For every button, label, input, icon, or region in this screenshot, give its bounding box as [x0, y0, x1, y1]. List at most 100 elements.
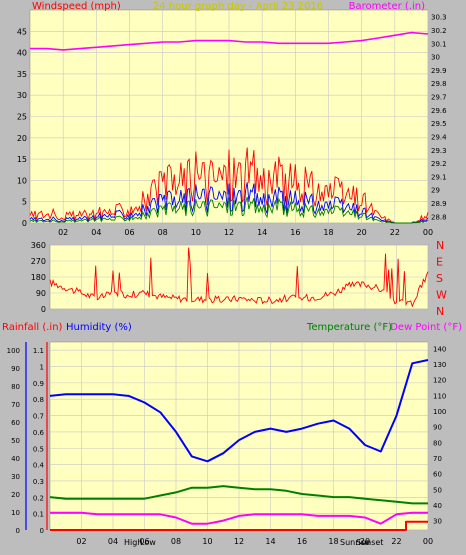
rainfall-tick-label: 1 — [40, 364, 44, 372]
rainfall-tick-label: 0.6 — [33, 429, 45, 437]
humidity-tick-label: 60 — [11, 419, 20, 427]
high-annotation: High — [124, 538, 142, 547]
windspeed-tick-label: 20 — [17, 134, 27, 143]
rainfall-tick-label: 0.7 — [33, 413, 44, 421]
x-tick-label: 04 — [108, 537, 118, 546]
direction-degree-label: 0 — [41, 305, 46, 314]
x-tick-label: 14 — [257, 228, 267, 237]
x-tick-label: 10 — [191, 228, 201, 237]
windspeed-tick-label: 45 — [17, 27, 27, 36]
humidity-axis-label: Humidity (%) — [66, 322, 132, 333]
wind-series-line — [29, 147, 429, 224]
humidity-line — [49, 359, 429, 463]
rainfall-tick-label: 0.3 — [33, 478, 44, 486]
humidity-tick-label: 70 — [11, 401, 20, 409]
wind-direction-line — [49, 247, 429, 308]
x-tick-label: 12 — [234, 537, 244, 546]
windspeed-axis-label: Windspeed (mph) — [32, 1, 121, 12]
sunrise-annotation: Sunrise — [340, 538, 370, 547]
wind-series-line — [29, 196, 429, 224]
temperature-tick-label: 70 — [433, 455, 442, 463]
windspeed-tick-label: 15 — [17, 155, 27, 164]
windspeed-tick-label: 0 — [22, 219, 27, 228]
windspeed-tick-label: 5 — [22, 198, 27, 207]
barometer-tick-label: 30.2 — [431, 27, 447, 35]
barometer-tick-label: 29 — [431, 187, 440, 195]
barometer-tick-label: 29.7 — [431, 94, 447, 102]
x-tick-label: 14 — [265, 537, 275, 546]
windspeed-tick-label: 40 — [17, 49, 27, 58]
rainfall-tick-label: 0.1 — [33, 511, 44, 519]
temperature-tick-label: 30 — [433, 518, 442, 526]
windspeed-tick-label: 30 — [17, 91, 27, 100]
barometer-tick-label: 29.2 — [431, 160, 447, 168]
temperature-tick-label: 90 — [433, 424, 442, 432]
rainfall-tick-label: 1.1 — [33, 347, 44, 355]
temperature-tick-label: 120 — [433, 377, 446, 385]
x-tick-label: 18 — [328, 537, 338, 546]
barometer-line — [30, 31, 429, 51]
graph-title: 24 hour graph day - April 23 2016 — [153, 1, 323, 12]
x-tick-label: 08 — [171, 537, 181, 546]
dewpoint-axis-label: Dew Point (°F) — [390, 322, 462, 333]
rainfall-tick-label: 0 — [40, 527, 44, 535]
humidity-tick-label: 10 — [11, 509, 20, 517]
x-tick-label: 22 — [391, 537, 401, 546]
temperature-tick-label: 110 — [433, 392, 446, 400]
x-tick-label: 08 — [158, 228, 168, 237]
windspeed-tick-label: 35 — [17, 70, 27, 79]
x-tick-label: 06 — [124, 228, 134, 237]
barometer-tick-label: 28.8 — [431, 213, 447, 221]
x-tick-label: 12 — [224, 228, 234, 237]
x-tick-label: 06 — [139, 537, 149, 546]
humidity-tick-label: 100 — [7, 347, 20, 355]
x-tick-label: 00 — [423, 228, 433, 237]
humidity-tick-label: 80 — [11, 383, 20, 391]
rainfall-tick-label: 0.9 — [33, 380, 44, 388]
compass-label: N — [436, 305, 444, 318]
humidity-tick-label: 20 — [11, 491, 20, 499]
x-tick-label: 02 — [76, 537, 86, 546]
temperature-axis-label: Temperature (°F) — [306, 322, 392, 333]
barometer-tick-label: 29.5 — [431, 120, 447, 128]
compass-label: S — [436, 272, 443, 285]
temperature-tick-label: 100 — [433, 408, 446, 416]
humidity-tick-label: 40 — [11, 455, 20, 463]
humidity-tick-label: 50 — [11, 437, 20, 445]
wind-series-line — [29, 182, 429, 224]
x-tick-label: 16 — [290, 228, 300, 237]
temperature-tick-label: 80 — [433, 439, 442, 447]
low-annotation: Low — [140, 538, 156, 547]
humidity-tick-label: 0 — [16, 527, 20, 535]
direction-degree-label: 360 — [31, 241, 46, 250]
x-tick-label: 10 — [202, 537, 212, 546]
compass-label: N — [436, 239, 444, 252]
x-tick-label: 20 — [360, 537, 370, 546]
barometer-tick-label: 29.4 — [431, 133, 447, 141]
sunset-annotation: Sunset — [356, 538, 383, 547]
barometer-tick-label: 29.9 — [431, 67, 447, 75]
x-tick-label: 02 — [58, 228, 68, 237]
compass-label: E — [436, 256, 443, 269]
barometer-tick-label: 28.9 — [431, 200, 447, 208]
direction-degree-label: 90 — [36, 289, 46, 298]
x-tick-label: 04 — [91, 228, 101, 237]
dew-point-line — [50, 511, 428, 525]
barometer-tick-label: 29.6 — [431, 107, 447, 115]
humidity-tick-label: 30 — [11, 473, 20, 481]
temperature-line — [49, 485, 428, 505]
humidity-tick-label: 90 — [11, 365, 20, 373]
barometer-tick-label: 29.8 — [431, 80, 447, 88]
barometer-axis-label: Barometer (.in) — [349, 1, 425, 12]
rainfall-tick-label: 0.4 — [33, 462, 45, 470]
direction-degree-label: 270 — [31, 257, 46, 266]
x-tick-label: 16 — [297, 537, 307, 546]
temperature-tick-label: 50 — [433, 486, 442, 494]
direction-degree-label: 180 — [31, 273, 46, 282]
barometer-tick-label: 29.1 — [431, 173, 447, 181]
rainfall-tick-label: 0.5 — [33, 445, 44, 453]
temperature-tick-label: 140 — [433, 345, 446, 353]
barometer-tick-label: 29.3 — [431, 147, 447, 155]
x-tick-label: 18 — [323, 228, 333, 237]
